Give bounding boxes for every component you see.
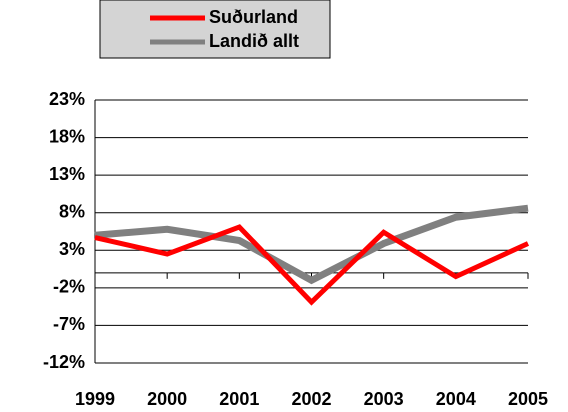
legend-label: Suðurland <box>209 7 298 27</box>
legend-box <box>99 0 331 59</box>
x-tick-label: 2004 <box>436 389 476 409</box>
x-tick-label: 1999 <box>75 389 115 409</box>
y-tick-label: 13% <box>49 164 85 184</box>
y-tick-label: -7% <box>53 314 85 334</box>
y-tick-label: 8% <box>59 201 85 221</box>
line-series <box>94 204 529 285</box>
y-tick-label: -12% <box>43 352 85 372</box>
x-tick-label: 2001 <box>219 389 259 409</box>
x-tick-label: 2005 <box>508 389 548 409</box>
y-tick-label: 3% <box>59 239 85 259</box>
x-tick-label: 2003 <box>364 389 404 409</box>
legend-label: Landið allt <box>209 31 299 51</box>
y-tick-label: -2% <box>53 277 85 297</box>
y-tick-label: 18% <box>49 126 85 146</box>
x-tick-label: 2002 <box>291 389 331 409</box>
line-series <box>94 224 530 306</box>
y-tick-label: 23% <box>49 89 85 109</box>
x-tick-label: 2000 <box>147 389 187 409</box>
